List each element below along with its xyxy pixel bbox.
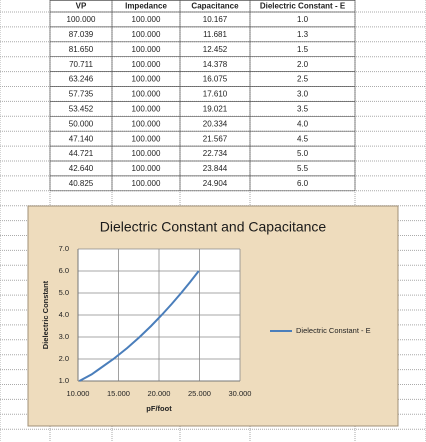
column-header: Impedance [125, 2, 167, 11]
cell: 53.452 [69, 104, 94, 113]
cell: 47.140 [69, 134, 94, 143]
cell: 5.5 [297, 164, 309, 173]
y-tick-label: 6.0 [59, 266, 69, 275]
cell: 3.5 [297, 104, 309, 113]
cell: 87.039 [69, 30, 94, 39]
cell: 4.0 [297, 119, 309, 128]
cell: 100.000 [132, 179, 161, 188]
cell: 100.000 [132, 149, 161, 158]
cell: 100.000 [132, 15, 161, 24]
cell: 100.000 [132, 45, 161, 54]
y-tick-label: 1.0 [59, 376, 69, 385]
cell: 2.5 [297, 75, 309, 84]
cell: 81.650 [69, 45, 94, 54]
cell: 42.640 [69, 164, 94, 173]
y-tick-label: 4.0 [59, 310, 69, 319]
cell: 100.000 [132, 119, 161, 128]
cell: 100.000 [132, 60, 161, 69]
legend-label: Dielectric Constant - E [296, 326, 371, 335]
cell: 1.5 [297, 45, 309, 54]
cell: 50.000 [69, 119, 94, 128]
cell: 11.681 [203, 30, 227, 39]
column-header: Capacitance [191, 2, 239, 11]
chart-title: Dielectric Constant and Capacitance [100, 219, 327, 235]
cell: 24.904 [203, 179, 228, 188]
column-header: VP [76, 2, 87, 11]
y-tick-label: 2.0 [59, 354, 69, 363]
x-axis-label: pF/foot [146, 404, 172, 413]
cell: 100.000 [132, 90, 161, 99]
cell: 100.000 [67, 15, 96, 24]
data-line [78, 270, 200, 382]
x-tick-label: 15.000 [107, 389, 130, 398]
cell: 23.844 [203, 164, 228, 173]
cell: 100.000 [132, 104, 161, 113]
cell: 1.0 [297, 15, 309, 24]
cell: 44.721 [69, 149, 94, 158]
cell: 100.000 [132, 164, 161, 173]
cell: 3.0 [297, 90, 309, 99]
x-tick-label: 25.000 [188, 389, 211, 398]
cell: 14.378 [203, 60, 228, 69]
cell: 22.734 [203, 149, 228, 158]
y-axis-label: Dielectric Constant [41, 280, 50, 349]
cell: 12.452 [203, 45, 228, 54]
cell: 21.567 [203, 134, 228, 143]
cell: 4.5 [297, 134, 309, 143]
x-tick-label: 30.000 [229, 389, 252, 398]
cell: 19.021 [203, 104, 228, 113]
cell: 40.825 [69, 179, 94, 188]
cell: 100.000 [132, 30, 161, 39]
cell: 5.0 [297, 149, 309, 158]
y-tick-label: 3.0 [59, 332, 69, 341]
chart: 1.0 2.0 3.0 4.0 5.0 6.0 7.0 10.000 15.000 20.000 2… [59, 244, 371, 398]
cell: 63.246 [69, 75, 94, 84]
cell: 20.334 [203, 119, 228, 128]
cell: 16.075 [203, 75, 228, 84]
cell: 10.167 [203, 15, 228, 24]
column-header: Dielectric Constant - E [260, 2, 346, 11]
cell: 17.610 [203, 90, 228, 99]
cell: 100.000 [132, 134, 161, 143]
cell: 100.000 [132, 75, 161, 84]
x-tick-label: 10.000 [67, 389, 90, 398]
cell: 57.735 [69, 90, 94, 99]
y-tick-label: 7.0 [59, 244, 69, 253]
cell: 6.0 [297, 179, 309, 188]
x-tick-label: 20.000 [148, 389, 171, 398]
cell: 2.0 [297, 60, 309, 69]
cell: 70.711 [69, 60, 93, 69]
cell: 1.3 [297, 30, 309, 39]
y-tick-label: 5.0 [59, 288, 69, 297]
